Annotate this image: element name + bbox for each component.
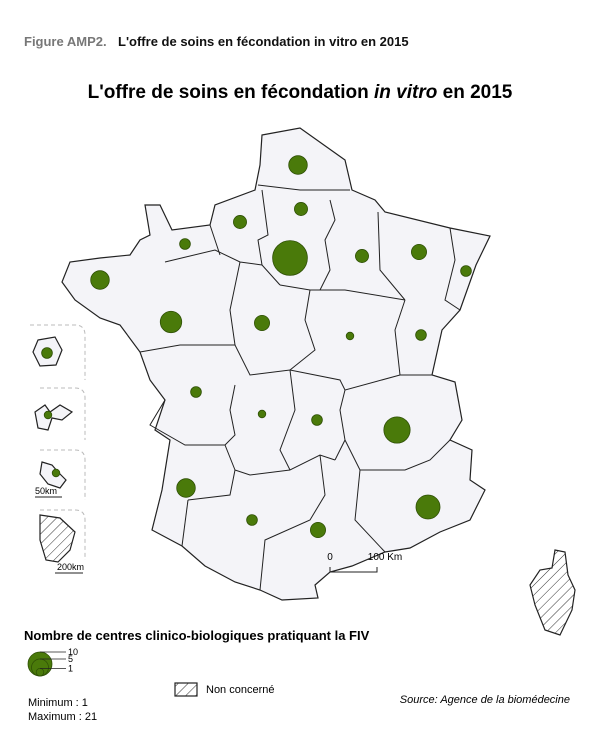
title-prefix: L'offre de soins en fécondation xyxy=(88,82,369,103)
center-circle xyxy=(415,329,427,341)
center-circle xyxy=(179,238,191,250)
centers xyxy=(41,155,472,538)
legend-hatch xyxy=(174,682,198,697)
center-circle xyxy=(294,202,308,216)
legend-minimum: Minimum : 1 xyxy=(28,697,88,709)
title-italic: in vitro xyxy=(374,82,437,103)
france-outline xyxy=(61,127,491,601)
figure-label: Figure AMP2. xyxy=(24,34,107,49)
center-circle xyxy=(246,514,258,526)
center-circle xyxy=(51,468,61,478)
inset-scale-label: 50km xyxy=(35,486,57,496)
center-circle xyxy=(411,244,427,260)
scale-label: 100 Km xyxy=(368,552,402,563)
center-circle xyxy=(415,494,441,520)
center-circle xyxy=(310,522,326,538)
scale-bar xyxy=(329,567,378,573)
title-suffix: en 2015 xyxy=(443,82,513,103)
map-title: L'offre de soins en fécondation in vitro… xyxy=(88,82,513,103)
center-circle xyxy=(288,155,308,175)
center-circle xyxy=(345,331,355,341)
inset-frame xyxy=(30,324,86,380)
legend-maximum: Maximum : 21 xyxy=(28,711,97,723)
center-circle xyxy=(90,270,110,290)
center-circle xyxy=(254,315,270,331)
inset-scale-label: 200km xyxy=(57,562,84,572)
center-circle xyxy=(176,478,196,498)
inset-frame xyxy=(40,387,86,440)
corsica xyxy=(529,549,576,636)
center-circle xyxy=(233,215,247,229)
inset-frame xyxy=(40,449,86,500)
scale-zero: 0 xyxy=(327,552,333,563)
guyane xyxy=(39,514,76,563)
center-circle xyxy=(460,265,472,277)
source: Source: Agence de la biomédecine xyxy=(400,694,570,706)
guadeloupe xyxy=(34,404,74,431)
legend-size-label: 1 xyxy=(68,663,73,673)
center-circle xyxy=(41,347,53,359)
region-borders xyxy=(139,184,461,591)
figure-caption: L'offre de soins en fécondation in vitro… xyxy=(118,34,409,49)
center-circle xyxy=(311,414,323,426)
center-circle xyxy=(159,310,183,334)
center-circle xyxy=(355,249,369,263)
center-circle xyxy=(272,240,308,276)
center-circle xyxy=(190,386,202,398)
legend-title: Nombre de centres clinico-biologiques pr… xyxy=(24,628,370,643)
legend-not-concerned: Non concerné xyxy=(206,684,275,696)
center-circle xyxy=(383,416,411,444)
inset-frame xyxy=(40,509,86,560)
legend-size-label: 10 xyxy=(68,647,78,657)
center-circle xyxy=(43,410,53,420)
center-circle xyxy=(257,409,267,419)
legend-size-label: 5 xyxy=(68,654,73,664)
legend-circle xyxy=(35,668,45,677)
